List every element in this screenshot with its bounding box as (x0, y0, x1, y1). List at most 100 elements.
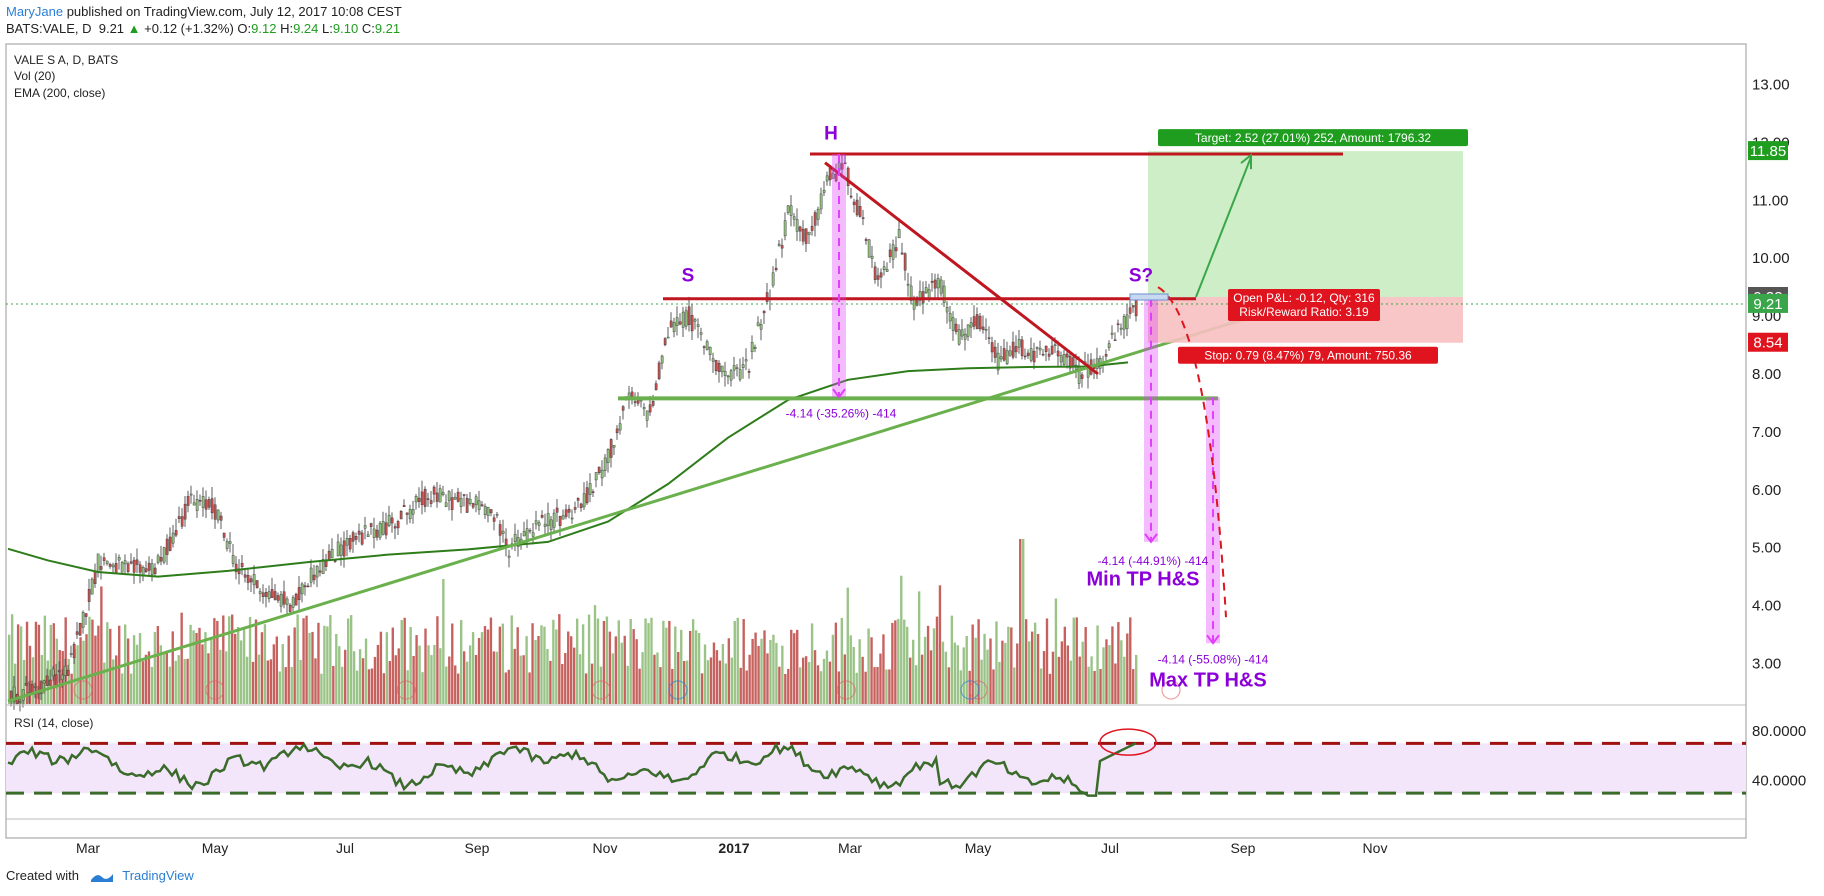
volume-bar (674, 626, 677, 704)
volume-bar (112, 659, 115, 704)
volume-bar (706, 660, 710, 704)
candle (228, 541, 232, 544)
close-value: 9.21 (374, 21, 401, 36)
volume-bar (561, 664, 564, 704)
candle (240, 562, 244, 568)
event-marker-icon (73, 680, 93, 700)
volume-bar (962, 647, 965, 704)
candle (150, 563, 154, 575)
volume-bar (424, 628, 427, 704)
candle (438, 488, 442, 503)
volume-bar (531, 623, 534, 704)
candle (618, 423, 622, 431)
candle (756, 322, 760, 327)
volume-bar (632, 629, 635, 704)
candle (999, 356, 1003, 360)
volume-bar (920, 654, 924, 704)
volume-bar (85, 634, 88, 704)
volume-bar (1048, 673, 1052, 704)
candle (945, 307, 949, 313)
volume-bar (126, 638, 130, 704)
candle (861, 217, 865, 219)
candle (444, 502, 448, 507)
volume-bar (436, 616, 439, 704)
author-link[interactable]: MaryJane (6, 4, 64, 19)
open-label: O: (237, 21, 252, 36)
volume-bar (94, 635, 97, 704)
candle (453, 496, 457, 500)
volume-bar (129, 673, 133, 704)
volume-bar (885, 669, 888, 704)
candle (66, 669, 70, 676)
candle (549, 519, 553, 530)
volume-bar (843, 654, 846, 704)
candle (426, 498, 430, 500)
volume-bar (222, 615, 225, 704)
volume-bar (394, 655, 397, 704)
candle (732, 365, 736, 371)
candle (366, 534, 370, 537)
volume-bar (186, 658, 189, 704)
candle (675, 317, 679, 326)
candle (213, 504, 217, 520)
candle (696, 324, 700, 327)
candle (219, 515, 223, 521)
candle (780, 245, 784, 249)
candle (54, 674, 58, 686)
candle (681, 311, 685, 328)
rsi-pane[interactable] (6, 728, 1746, 797)
price-chart[interactable]: S H S? -4.14 (-35.26%) -414 -4.14 (-44.91%) … (0, 42, 1824, 864)
volume-bar (626, 665, 629, 704)
volume-bar (352, 651, 356, 704)
candle (1062, 354, 1066, 365)
candle (246, 575, 250, 583)
volume-bar (917, 591, 921, 704)
candle (1011, 341, 1015, 358)
candle (261, 592, 265, 597)
volume-bar (790, 629, 793, 704)
volume-bar (55, 638, 58, 704)
tradingview-link[interactable]: TradingView (122, 868, 194, 883)
candle (84, 613, 88, 617)
volume-bar (858, 639, 861, 704)
volume-bar (76, 645, 79, 704)
candle (537, 522, 541, 526)
legend-rsi: RSI (14, close) (14, 716, 93, 730)
volume-bar (974, 637, 977, 704)
volume-bar (22, 659, 26, 704)
volume-bar (906, 626, 909, 704)
candle (900, 252, 904, 255)
candle (804, 228, 808, 244)
candle (843, 162, 847, 165)
volume-bar (388, 661, 392, 704)
x-tick-label: Jul (1101, 840, 1119, 856)
candle (489, 509, 493, 514)
candle (522, 531, 526, 537)
drawing-overlays[interactable]: S H S? -4.14 (-35.26%) -414 -4.14 (-44.91%) … (6, 124, 1746, 703)
ema-line (7, 361, 1129, 578)
candle (279, 594, 283, 607)
volume-bar (1120, 640, 1123, 704)
volume-bar (953, 642, 957, 704)
candle (480, 504, 484, 506)
volume-bar (141, 661, 145, 704)
candle (726, 375, 730, 378)
volume-bar (852, 646, 855, 704)
candle (630, 391, 634, 397)
candle (897, 229, 901, 239)
volume-bar (225, 651, 228, 704)
candle (612, 445, 616, 448)
candle (672, 322, 676, 333)
candle (573, 507, 577, 510)
price-axis[interactable]: 13.0012.0011.0010.009.008.007.006.005.00… (6, 77, 1806, 856)
volume-bar (775, 642, 778, 704)
volume-bar (430, 655, 433, 704)
price-pane[interactable] (7, 153, 1138, 712)
volume-bar (495, 651, 499, 704)
candle (132, 559, 136, 573)
candle (156, 555, 160, 563)
volume-bar (804, 656, 808, 704)
candle (1032, 350, 1036, 363)
y-tick-label: 13.00 (1752, 77, 1790, 94)
volume-bar (180, 612, 183, 704)
